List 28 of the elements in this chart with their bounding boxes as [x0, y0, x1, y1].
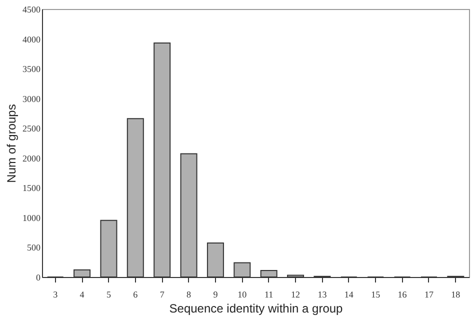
y-tick-label: 4500 [22, 4, 41, 14]
x-tick-label: 12 [291, 290, 300, 300]
x-tick-label: 16 [398, 290, 408, 300]
y-axis-title: Num of groups [4, 104, 18, 183]
y-tick-label: 1500 [22, 183, 41, 194]
x-tick-label: 18 [451, 290, 461, 300]
y-tick-label: 0 [36, 272, 41, 282]
x-tick-label: 4 [80, 290, 85, 300]
y-tick-label: 2000 [22, 153, 41, 164]
y-tick-label: 4000 [22, 34, 41, 44]
y-tick-label: 3000 [22, 94, 41, 104]
x-tick-label: 7 [160, 290, 165, 300]
x-tick-label: 13 [318, 290, 328, 300]
x-tick-label: 11 [264, 290, 274, 300]
y-tick-label: 1000 [22, 212, 41, 223]
x-tick-label: 3 [53, 290, 58, 300]
x-tick-label: 5 [106, 290, 112, 300]
x-tick-label: 6 [133, 290, 138, 300]
y-tick-label: 2500 [22, 124, 41, 134]
x-tick-label: 10 [238, 290, 248, 300]
x-tick-label: 8 [186, 290, 192, 300]
x-tick-label: 14 [344, 290, 354, 300]
x-tick-label: 9 [213, 290, 218, 300]
y-tick-label: 3500 [22, 64, 41, 74]
x-tick-label: 17 [424, 290, 434, 300]
x-axis-title: Sequence identity within a group [169, 302, 344, 316]
x-tick-label: 15 [371, 290, 381, 300]
y-tick-label: 500 [27, 242, 41, 253]
